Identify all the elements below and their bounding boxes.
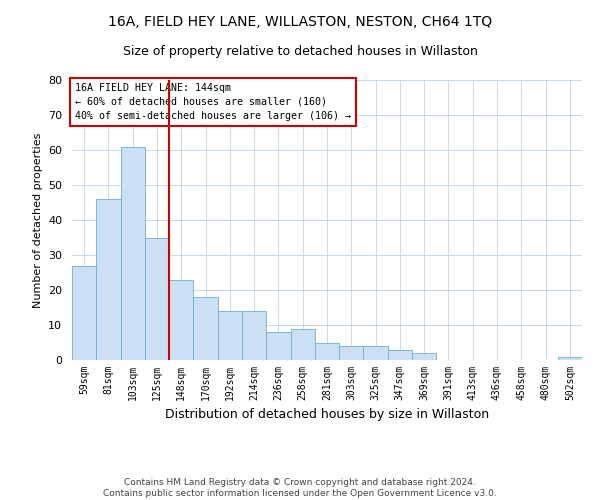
- Bar: [96, 199, 121, 360]
- Bar: [412, 353, 436, 360]
- Bar: [339, 346, 364, 360]
- Bar: [218, 311, 242, 360]
- Bar: [169, 280, 193, 360]
- Bar: [388, 350, 412, 360]
- Text: Contains HM Land Registry data © Crown copyright and database right 2024.
Contai: Contains HM Land Registry data © Crown c…: [103, 478, 497, 498]
- X-axis label: Distribution of detached houses by size in Willaston: Distribution of detached houses by size …: [165, 408, 489, 422]
- Bar: [242, 311, 266, 360]
- Bar: [364, 346, 388, 360]
- Text: 16A, FIELD HEY LANE, WILLASTON, NESTON, CH64 1TQ: 16A, FIELD HEY LANE, WILLASTON, NESTON, …: [108, 15, 492, 29]
- Bar: [72, 266, 96, 360]
- Text: Size of property relative to detached houses in Willaston: Size of property relative to detached ho…: [122, 45, 478, 58]
- Text: 16A FIELD HEY LANE: 144sqm
← 60% of detached houses are smaller (160)
40% of sem: 16A FIELD HEY LANE: 144sqm ← 60% of deta…: [74, 83, 350, 121]
- Bar: [145, 238, 169, 360]
- Bar: [315, 342, 339, 360]
- Bar: [266, 332, 290, 360]
- Bar: [558, 356, 582, 360]
- Bar: [290, 328, 315, 360]
- Y-axis label: Number of detached properties: Number of detached properties: [32, 132, 43, 308]
- Bar: [193, 297, 218, 360]
- Bar: [121, 146, 145, 360]
